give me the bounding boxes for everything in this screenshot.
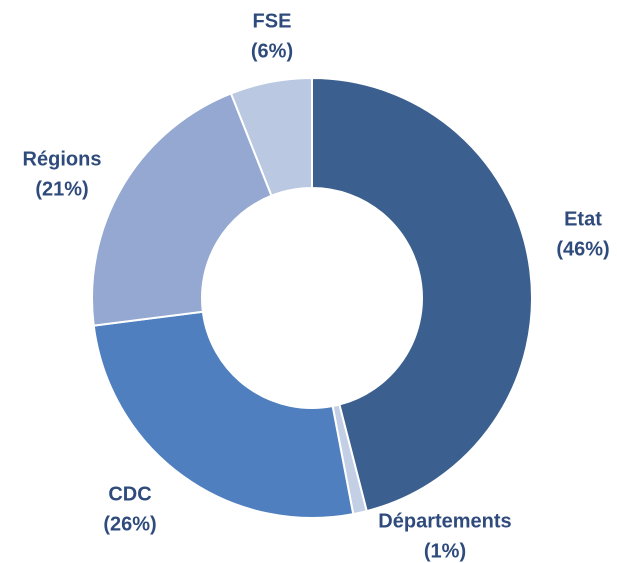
- slice-value-label: (6%): [251, 40, 293, 62]
- slice-label: Etat: [564, 208, 602, 230]
- slice-value-label: (26%): [103, 513, 156, 535]
- donut-slice: [91, 92, 273, 327]
- slice-value-label: (1%): [424, 540, 466, 562]
- slice-label: FSE: [253, 10, 292, 32]
- slice-label: CDC: [108, 483, 151, 505]
- donut-slice: [311, 76, 533, 513]
- donut-slice: [229, 76, 313, 198]
- slice-value-label: (46%): [556, 238, 609, 260]
- slice-label: Départements: [378, 510, 511, 532]
- donut-slice: [92, 310, 355, 519]
- slice-value-label: (21%): [35, 178, 88, 200]
- slice-label: Régions: [23, 148, 102, 170]
